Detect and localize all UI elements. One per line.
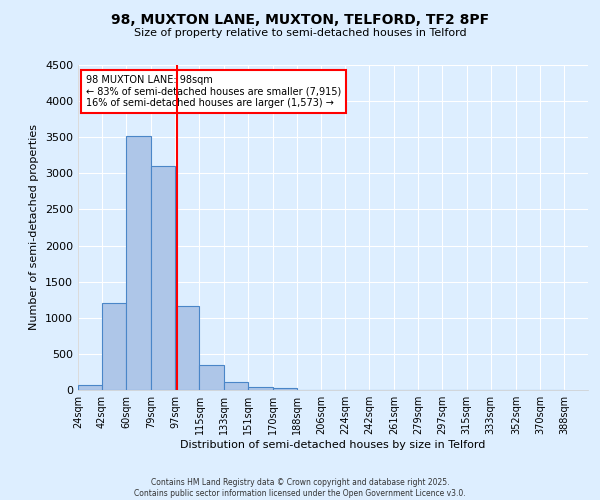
Bar [273,388,297,390]
Text: 98, MUXTON LANE, MUXTON, TELFORD, TF2 8PF: 98, MUXTON LANE, MUXTON, TELFORD, TF2 8P… [111,12,489,26]
Bar [224,382,248,390]
Bar [199,364,224,390]
Bar [175,306,199,390]
Bar [248,387,273,390]
Bar [78,384,102,390]
Text: Size of property relative to semi-detached houses in Telford: Size of property relative to semi-detach… [134,28,466,38]
Text: 98 MUXTON LANE: 98sqm
← 83% of semi-detached houses are smaller (7,915)
16% of s: 98 MUXTON LANE: 98sqm ← 83% of semi-deta… [86,74,341,108]
Y-axis label: Number of semi-detached properties: Number of semi-detached properties [29,124,40,330]
Bar [102,304,126,390]
Bar [126,136,151,390]
Text: Contains HM Land Registry data © Crown copyright and database right 2025.
Contai: Contains HM Land Registry data © Crown c… [134,478,466,498]
X-axis label: Distribution of semi-detached houses by size in Telford: Distribution of semi-detached houses by … [181,440,485,450]
Bar [151,166,175,390]
